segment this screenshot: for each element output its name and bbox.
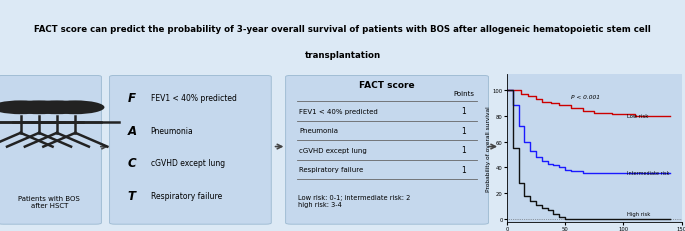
FancyBboxPatch shape: [110, 76, 271, 224]
Text: T: T: [127, 189, 136, 202]
Text: F: F: [127, 92, 136, 105]
Circle shape: [46, 101, 104, 115]
Circle shape: [10, 101, 68, 115]
Text: 1: 1: [462, 146, 466, 155]
Text: 1: 1: [462, 107, 466, 116]
Text: Pneumonia: Pneumonia: [151, 126, 193, 135]
Text: Respiratory failure: Respiratory failure: [151, 191, 222, 200]
Text: P < 0.001: P < 0.001: [571, 94, 600, 99]
Text: High risk: High risk: [627, 212, 650, 216]
Text: transplantation: transplantation: [304, 51, 381, 60]
Text: Low risk: Low risk: [627, 114, 648, 119]
Text: Points: Points: [453, 91, 474, 97]
Text: Pneumonia: Pneumonia: [299, 128, 338, 134]
Text: FEV1 < 40% predicted: FEV1 < 40% predicted: [151, 94, 236, 103]
Y-axis label: Probability of overall survival: Probability of overall survival: [486, 106, 491, 191]
Text: FACT score can predict the probability of 3-year overall survival of patients wi: FACT score can predict the probability o…: [34, 25, 651, 33]
Text: A: A: [127, 124, 136, 137]
FancyBboxPatch shape: [0, 76, 101, 224]
Text: FACT score: FACT score: [359, 81, 415, 90]
Text: Patients with BOS
after HSCT: Patients with BOS after HSCT: [18, 195, 80, 208]
Text: 1: 1: [462, 165, 466, 174]
Text: cGVHD except lung: cGVHD except lung: [151, 159, 225, 167]
Text: Intermediate risk: Intermediate risk: [627, 170, 669, 175]
Text: 1: 1: [462, 126, 466, 135]
Text: C: C: [127, 157, 136, 170]
Text: Respiratory failure: Respiratory failure: [299, 167, 364, 173]
Text: FEV1 < 40% predicted: FEV1 < 40% predicted: [299, 108, 378, 114]
Circle shape: [0, 101, 49, 115]
Circle shape: [27, 101, 86, 115]
FancyBboxPatch shape: [286, 76, 488, 224]
Text: cGVHD except lung: cGVHD except lung: [299, 147, 367, 153]
Text: Low risk: 0-1; intermediate risk: 2
high risk: 3-4: Low risk: 0-1; intermediate risk: 2 high…: [298, 194, 410, 207]
